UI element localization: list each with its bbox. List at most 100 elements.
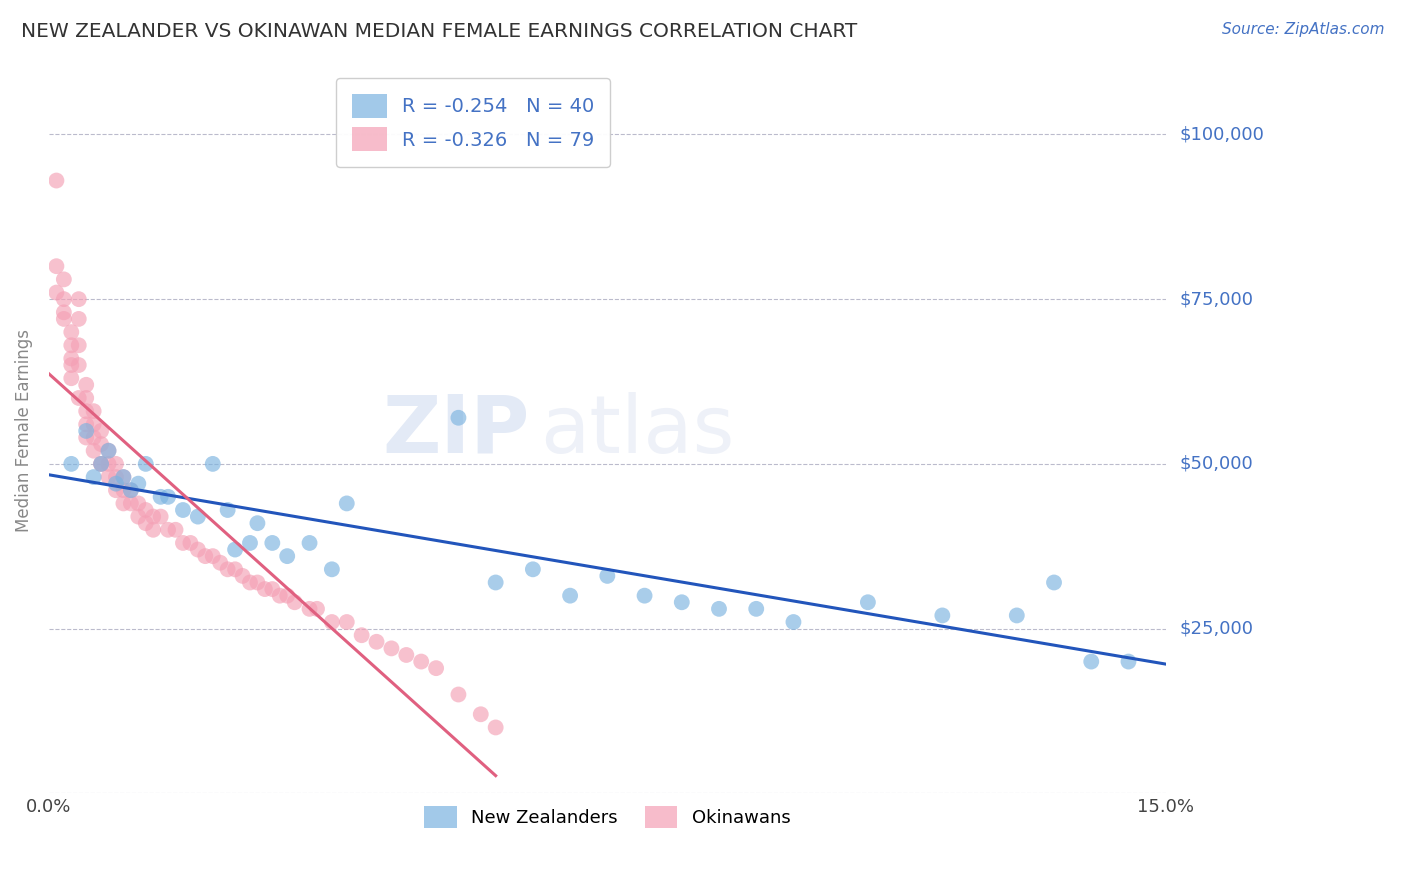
Point [104,470,127,484]
Point [395,648,418,662]
Point [60,351,83,366]
Point [224,562,246,576]
Point [187,509,209,524]
Point [83,404,105,418]
Point [336,615,359,629]
Point [187,542,209,557]
Point [633,589,655,603]
Point [239,536,262,550]
Point [75,391,97,405]
Point [120,496,142,510]
Point [112,470,135,484]
Point [253,582,276,596]
Point [782,615,804,629]
Point [135,457,157,471]
Point [172,503,194,517]
Point [485,575,508,590]
Point [194,549,217,563]
Point [269,589,291,603]
Point [75,417,97,432]
Point [112,470,135,484]
Point [127,476,149,491]
Point [224,542,246,557]
Point [90,424,112,438]
Point [52,305,75,319]
Point [142,509,165,524]
Point [45,173,67,187]
Point [447,410,470,425]
Point [75,377,97,392]
Point [75,404,97,418]
Point [67,292,90,306]
Point [246,575,269,590]
Point [135,516,157,531]
Point [239,575,262,590]
Text: Source: ZipAtlas.com: Source: ZipAtlas.com [1222,22,1385,37]
Point [120,483,142,498]
Point [217,503,239,517]
Point [90,457,112,471]
Point [75,430,97,444]
Point [157,523,180,537]
Point [596,569,619,583]
Point [232,569,254,583]
Point [262,582,284,596]
Point [149,490,172,504]
Point [67,391,90,405]
Point [97,457,120,471]
Point [60,457,83,471]
Point [671,595,693,609]
Point [90,457,112,471]
Text: $75,000: $75,000 [1180,290,1254,308]
Point [127,509,149,524]
Text: $100,000: $100,000 [1180,126,1264,144]
Point [142,523,165,537]
Point [447,688,470,702]
Point [305,602,328,616]
Point [67,312,90,326]
Point [45,259,67,273]
Point [112,496,135,510]
Point [83,470,105,484]
Point [90,457,112,471]
Point [411,655,433,669]
Point [321,615,343,629]
Text: NEW ZEALANDER VS OKINAWAN MEDIAN FEMALE EARNINGS CORRELATION CHART: NEW ZEALANDER VS OKINAWAN MEDIAN FEMALE … [21,22,858,41]
Y-axis label: Median Female Earnings: Median Female Earnings [15,329,32,533]
Point [83,417,105,432]
Point [262,536,284,550]
Point [931,608,953,623]
Point [97,470,120,484]
Point [1005,608,1028,623]
Point [97,443,120,458]
Point [425,661,447,675]
Point [707,602,730,616]
Point [1118,655,1140,669]
Point [276,589,298,603]
Point [127,496,149,510]
Point [1080,655,1102,669]
Point [75,424,97,438]
Point [745,602,768,616]
Point [60,325,83,339]
Text: atlas: atlas [540,392,735,470]
Point [350,628,373,642]
Point [112,483,135,498]
Point [209,556,232,570]
Point [52,272,75,286]
Point [120,483,142,498]
Point [276,549,298,563]
Point [104,457,127,471]
Point [366,634,388,648]
Point [201,549,224,563]
Legend: New Zealanders, Okinawans: New Zealanders, Okinawans [418,798,797,835]
Point [149,509,172,524]
Point [246,516,269,531]
Point [336,496,359,510]
Point [522,562,544,576]
Point [67,338,90,352]
Point [380,641,402,656]
Point [217,562,239,576]
Point [60,358,83,372]
Point [321,562,343,576]
